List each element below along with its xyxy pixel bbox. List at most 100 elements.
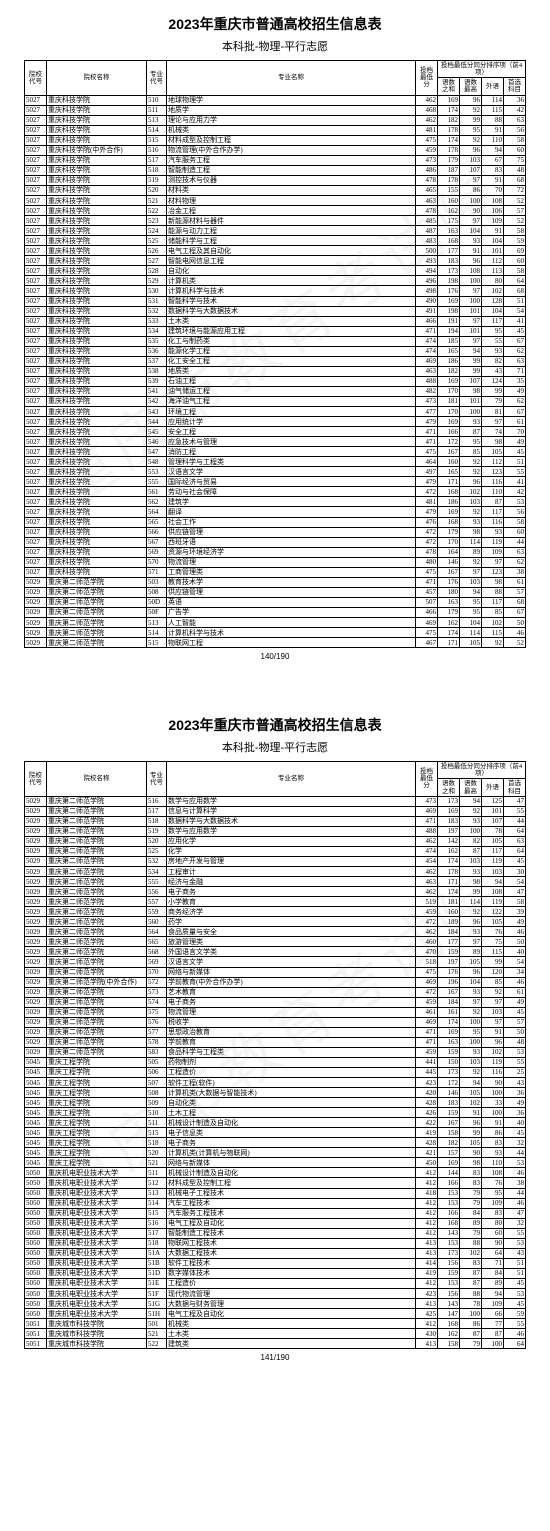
table-cell: 思想政治教育: [167, 1027, 416, 1037]
table-cell: 475: [416, 135, 438, 145]
table-cell: 100: [460, 1309, 482, 1319]
table-cell: 171: [438, 477, 460, 487]
table-cell: 51E: [147, 1278, 167, 1288]
table-row: 5027重庆科技学院531智能科学与技术49016910012851: [25, 296, 526, 306]
table-row: 5027重庆科技学院528自动化49417310811358: [25, 266, 526, 276]
table-cell: 574: [147, 997, 167, 1007]
table-cell: 5050: [25, 1208, 47, 1218]
table-cell: 储能科学与工程: [167, 236, 416, 246]
table-cell: 工程造价: [167, 1067, 416, 1077]
table-cell: 38: [504, 567, 526, 577]
table-cell: 103: [460, 155, 482, 165]
table-cell: 重庆科技学院: [47, 427, 147, 437]
table-cell: 艺术教育: [167, 987, 416, 997]
table-cell: 5027: [25, 206, 47, 216]
table-cell: 486: [416, 165, 438, 175]
table-cell: 5027: [25, 407, 47, 417]
table-cell: 463: [416, 366, 438, 376]
table-cell: 159: [438, 1047, 460, 1057]
table-row: 5029重庆第二师范学院556电子商务4621749910847: [25, 887, 526, 897]
table-cell: 171: [438, 877, 460, 887]
table-cell: 54: [504, 306, 526, 316]
table-cell: 520: [147, 836, 167, 846]
table-cell: 116: [482, 1067, 504, 1077]
table-cell: 47: [504, 887, 526, 897]
table-cell: 电子信息类: [167, 1128, 416, 1138]
table-cell: 122: [482, 907, 504, 917]
table-cell: 电子商务: [167, 1138, 416, 1148]
table-row: 5027重庆科技学院514机械类481178959156: [25, 125, 526, 135]
table-cell: 5029: [25, 638, 47, 648]
table-cell: 412: [416, 1278, 438, 1288]
table-cell: 51B: [147, 1258, 167, 1268]
table-cell: 5050: [25, 1248, 47, 1258]
table-cell: 454: [416, 856, 438, 866]
table-cell: 162: [438, 846, 460, 856]
table-cell: 113: [482, 266, 504, 276]
table-cell: 98: [482, 577, 504, 587]
table-cell: 79: [460, 1188, 482, 1198]
h-s2: 语数最高: [460, 78, 482, 95]
table-cell: 100: [460, 826, 482, 836]
table-cell: 化学: [167, 846, 416, 856]
table-cell: 91: [460, 1108, 482, 1118]
table-cell: 92: [460, 467, 482, 477]
table-row: 5029重庆第二师范学院559商务经济学4591609212239: [25, 907, 526, 917]
table-cell: 5027: [25, 155, 47, 165]
table-cell: 187: [438, 165, 460, 175]
table-row: 5027重庆科技学院510地球物理学4621699611436: [25, 95, 526, 105]
table-row: 5027重庆科技学院565社会工作4761689311658: [25, 517, 526, 527]
table-cell: 555: [147, 477, 167, 487]
table-row: 5027重庆科技学院564翻译4791699211756: [25, 507, 526, 517]
table-cell: 108: [482, 887, 504, 897]
table-cell: 532: [147, 856, 167, 866]
h-major-code: 专业代号: [147, 61, 167, 96]
table-cell: 46: [504, 1168, 526, 1178]
table-cell: 学前教育: [167, 1037, 416, 1047]
table-cell: 107: [460, 376, 482, 386]
h-group: 投档最低分同分排序项（前4项）: [438, 762, 526, 779]
table-cell: 重庆科技学院: [47, 206, 147, 216]
table-row: 5027重庆科技学院570物流管理480146929762: [25, 557, 526, 567]
table-cell: 87: [460, 846, 482, 856]
table-cell: 重庆工程学院: [47, 1078, 147, 1088]
table-cell: 重庆科技学院: [47, 547, 147, 557]
table-row: 5029重庆第二师范学院578学前教育4711631009648: [25, 1037, 526, 1047]
table-cell: 158: [438, 1128, 460, 1138]
table-cell: 524: [147, 226, 167, 236]
table-cell: 520: [147, 185, 167, 195]
table-cell: 96: [482, 1037, 504, 1047]
table-cell: 92: [460, 907, 482, 917]
table-cell: 62: [504, 396, 526, 406]
table-cell: 171: [438, 638, 460, 648]
table-cell: 555: [147, 877, 167, 887]
table-cell: 117: [482, 846, 504, 856]
table-cell: 62: [504, 346, 526, 356]
table-cell: 105: [482, 836, 504, 846]
table-cell: 144: [438, 1168, 460, 1178]
table-cell: 469: [416, 1017, 438, 1027]
table-cell: 170: [438, 386, 460, 396]
table-cell: 5027: [25, 517, 47, 527]
table-cell: 重庆科技学院: [47, 125, 147, 135]
table-cell: 79: [482, 396, 504, 406]
table-cell: 应急技术与管理: [167, 437, 416, 447]
table-cell: 102: [460, 1248, 482, 1258]
table-cell: 92: [460, 806, 482, 816]
table-cell: 97: [482, 1017, 504, 1027]
table-cell: 96: [460, 256, 482, 266]
table-cell: 重庆第二师范学院: [47, 597, 147, 607]
table-cell: 112: [482, 256, 504, 266]
table-row: 5027重庆科技学院546应急技术与管理471172959849: [25, 437, 526, 447]
table-cell: 462: [416, 887, 438, 897]
table-cell: 54: [504, 957, 526, 967]
table-cell: 重庆科技学院: [47, 527, 147, 537]
table-cell: 5045: [25, 1057, 47, 1067]
table-cell: 450: [416, 1158, 438, 1168]
h-s2: 语数最高: [460, 779, 482, 796]
table-cell: 517: [147, 806, 167, 816]
table-cell: 413: [416, 1299, 438, 1309]
table-cell: 55: [504, 806, 526, 816]
table-row: 5027重庆科技学院(中外合作)516物流管理(中外合作办学)459178969…: [25, 145, 526, 155]
table-cell: 170: [438, 407, 460, 417]
